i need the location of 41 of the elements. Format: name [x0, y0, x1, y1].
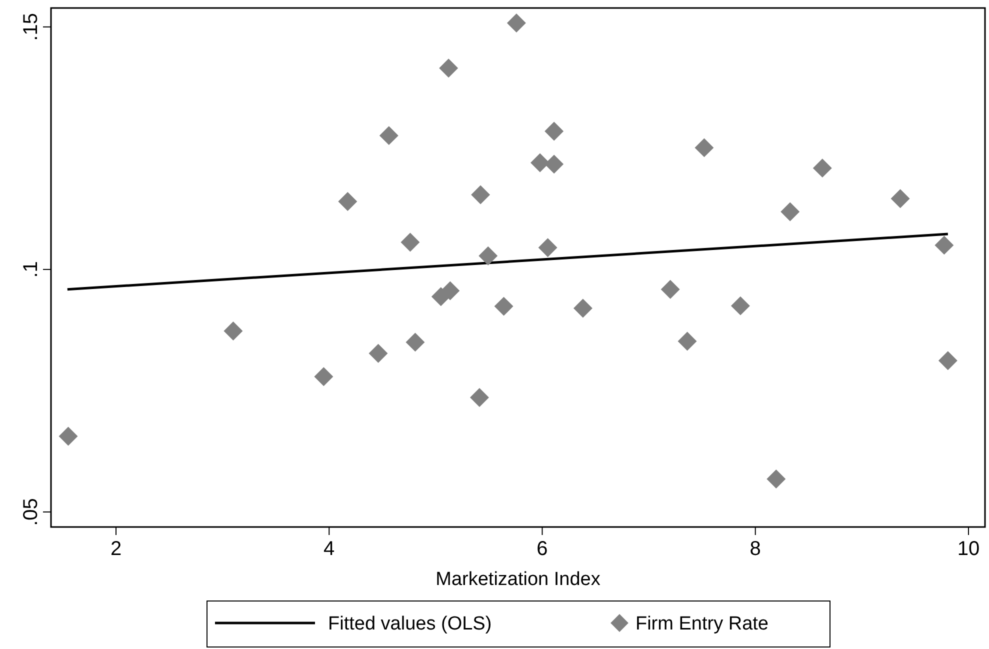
point — [573, 298, 592, 318]
point — [730, 296, 750, 316]
point — [224, 322, 243, 341]
point — [406, 332, 425, 352]
point — [379, 126, 398, 146]
x-tick-label: 4 — [324, 538, 335, 560]
point — [780, 202, 800, 222]
point — [400, 232, 420, 252]
legend-label: Firm Entry Rate — [635, 614, 769, 635]
point — [538, 238, 558, 258]
x-tick-label: 8 — [750, 538, 761, 560]
point — [314, 367, 334, 386]
point — [678, 332, 697, 351]
point — [470, 388, 489, 407]
point — [440, 281, 460, 300]
point — [934, 236, 954, 255]
point — [530, 153, 550, 172]
point — [58, 426, 78, 446]
text: Fitted values (OLS) — [328, 614, 492, 635]
x-tick-label: 2 — [110, 538, 122, 560]
point — [439, 58, 458, 78]
point — [506, 14, 526, 33]
x-tick-label: 10 — [957, 538, 980, 560]
point — [368, 344, 388, 363]
y-tick-label: .1 — [20, 261, 42, 278]
point — [890, 189, 910, 208]
x-axis-title: Marketization Index — [436, 569, 601, 590]
point — [544, 154, 564, 174]
y-tick-label: .15 — [20, 13, 42, 41]
x-tick-label: 6 — [536, 538, 548, 560]
point — [812, 158, 832, 178]
point — [660, 280, 680, 299]
point — [544, 122, 564, 141]
point — [338, 192, 358, 212]
point — [766, 469, 786, 488]
point — [938, 351, 958, 370]
y-tick-label: .05 — [20, 498, 42, 526]
point — [471, 185, 490, 204]
point — [494, 296, 514, 316]
point — [694, 138, 714, 158]
point — [478, 246, 498, 266]
